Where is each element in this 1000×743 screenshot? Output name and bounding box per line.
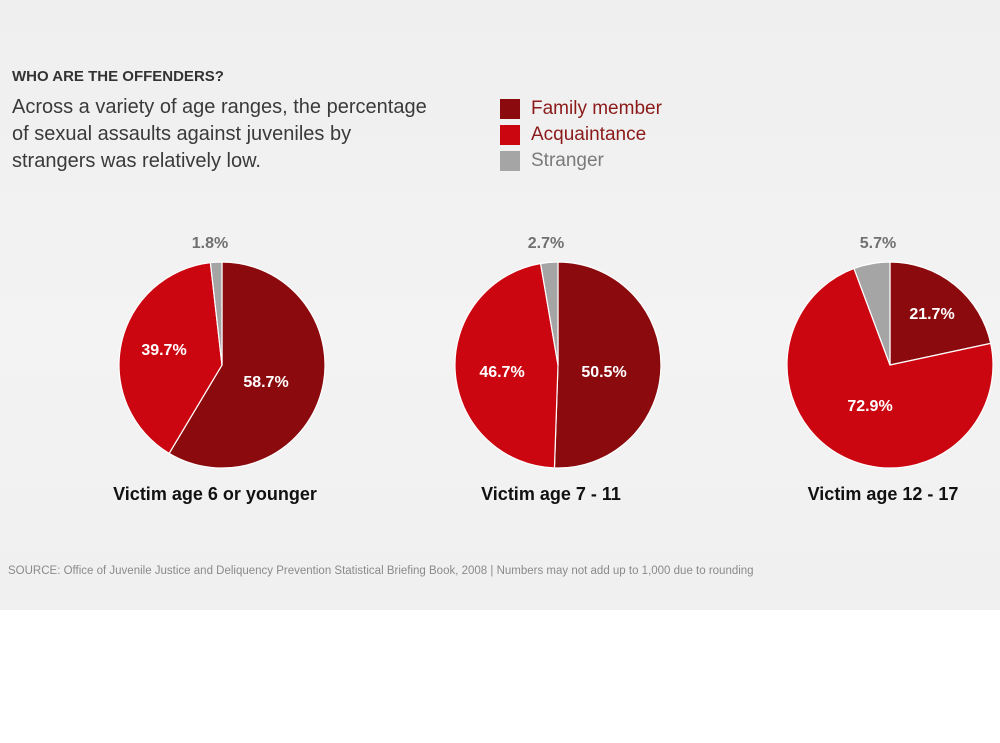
pie-1-slice-stranger <box>209 261 223 366</box>
legend-item-acquaintance: Acquaintance <box>500 122 662 148</box>
pie-1-title: Victim age 6 or younger <box>113 484 317 504</box>
infographic-card: WHO ARE THE OFFENDERS? Across a variety … <box>0 0 1000 610</box>
pie-1-label-family: 58.7% <box>243 374 288 391</box>
legend-label-acquaintance: Acquaintance <box>531 124 647 145</box>
pie-1-label-acquaintance: 39.7% <box>141 342 186 359</box>
pie-2-label-stranger: 2.7% <box>528 235 564 252</box>
pie-chart-2: 50.5% 46.7% 2.7% Victim age 7 - 11 <box>454 235 662 504</box>
pie-1-label-stranger: 1.8% <box>192 235 228 252</box>
pie-1-slice-family <box>168 261 326 469</box>
pie-chart-1: 58.7% 39.7% 1.8% Victim age 6 or younger <box>113 235 326 504</box>
pie-3-label-stranger: 5.7% <box>860 235 896 252</box>
pie-2-title: Victim age 7 - 11 <box>481 484 621 504</box>
pie-2-label-family: 50.5% <box>581 364 626 381</box>
legend-item-family: Family member <box>500 96 662 122</box>
pie-2-slice-family <box>553 261 662 469</box>
pie-3-label-acquaintance: 72.9% <box>847 398 892 415</box>
pie-3-label-family: 21.7% <box>909 306 954 323</box>
pie-3-slice-acquaintance <box>786 267 994 469</box>
legend-swatch-acquaintance <box>500 125 520 145</box>
legend-swatch-stranger <box>500 151 520 171</box>
pie-1-slice-acquaintance <box>118 261 223 455</box>
pie-3-title: Victim age 12 - 17 <box>808 484 959 504</box>
source-note: SOURCE: Office of Juvenile Justice and D… <box>8 565 754 577</box>
pie-2-slice-acquaintance <box>454 262 559 469</box>
legend-label-family: Family member <box>531 98 662 119</box>
pie-charts: 58.7% 39.7% 1.8% Victim age 6 or younger 50.… <box>113 235 994 504</box>
pie-chart-3: 21.7% 72.9% 5.7% Victim age 12 - 17 <box>786 235 994 504</box>
chart-subtitle: Across a variety of age ranges, the perc… <box>12 96 427 172</box>
legend: Family member Acquaintance Stranger <box>500 96 662 174</box>
pie-2-label-acquaintance: 46.7% <box>479 364 524 381</box>
pie-3-slice-stranger <box>853 261 891 366</box>
legend-label-stranger: Stranger <box>531 150 604 171</box>
pie-2-slice-stranger <box>539 261 559 366</box>
legend-swatch-family <box>500 99 520 119</box>
pie-3-slice-family <box>889 261 992 366</box>
legend-item-stranger: Stranger <box>500 148 662 174</box>
chart-kicker: WHO ARE THE OFFENDERS? <box>12 68 224 85</box>
